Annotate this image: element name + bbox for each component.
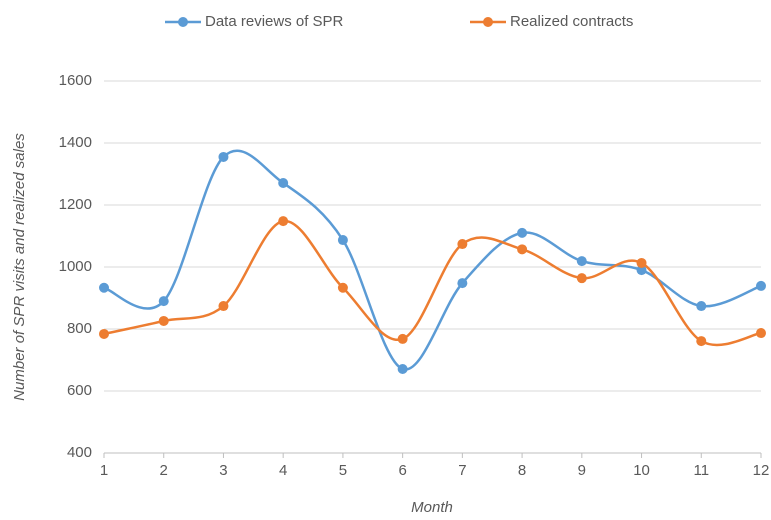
x-tick-label: 7 bbox=[458, 462, 466, 479]
data-point bbox=[397, 333, 408, 344]
x-tick-label: 2 bbox=[160, 462, 168, 479]
data-point bbox=[218, 151, 229, 162]
y-tick-label: 400 bbox=[67, 444, 92, 461]
y-tick-label: 1200 bbox=[59, 196, 92, 213]
data-point bbox=[756, 280, 766, 291]
data-point bbox=[278, 177, 289, 188]
data-point bbox=[696, 336, 707, 347]
data-point bbox=[158, 296, 169, 307]
y-tick-label: 1400 bbox=[59, 134, 92, 151]
data-point bbox=[517, 244, 528, 255]
x-tick-label: 6 bbox=[398, 462, 406, 479]
x-tick-label: 11 bbox=[693, 462, 709, 479]
data-point bbox=[278, 216, 289, 227]
y-tick-label: 600 bbox=[67, 382, 92, 399]
data-point bbox=[756, 328, 766, 339]
data-point bbox=[636, 265, 647, 276]
x-tick-label: 3 bbox=[219, 462, 227, 479]
data-point bbox=[457, 239, 468, 250]
data-point bbox=[517, 227, 528, 238]
data-point bbox=[99, 282, 109, 293]
data-point bbox=[337, 235, 348, 246]
legend-label: Data reviews of SPR bbox=[205, 13, 344, 30]
x-tick-label: 10 bbox=[633, 462, 650, 479]
y-axis-label: Number of SPR visits and realized sales bbox=[11, 133, 28, 401]
data-point bbox=[158, 315, 169, 326]
data-point bbox=[636, 257, 647, 268]
series-line bbox=[103, 149, 762, 371]
legend-label: Realized contracts bbox=[510, 13, 633, 30]
y-tick-label: 1600 bbox=[59, 72, 92, 89]
data-point bbox=[457, 278, 468, 289]
x-tick-label: 12 bbox=[753, 462, 770, 479]
y-tick-label: 1000 bbox=[59, 258, 92, 275]
x-tick-label: 1 bbox=[100, 462, 108, 479]
data-point bbox=[99, 328, 109, 339]
data-point bbox=[397, 363, 408, 374]
data-point bbox=[576, 273, 587, 284]
legend-marker bbox=[178, 17, 188, 27]
legend-marker bbox=[483, 17, 493, 27]
data-point bbox=[576, 256, 587, 267]
x-tick-label: 4 bbox=[279, 462, 287, 479]
x-tick-label: 9 bbox=[578, 462, 586, 479]
y-tick-label: 800 bbox=[67, 320, 92, 337]
x-tick-label: 8 bbox=[518, 462, 526, 479]
x-tick-label: 5 bbox=[339, 462, 347, 479]
x-axis-label: Month bbox=[411, 499, 453, 516]
data-point bbox=[696, 301, 707, 312]
data-point bbox=[218, 301, 229, 312]
data-point bbox=[337, 282, 348, 293]
